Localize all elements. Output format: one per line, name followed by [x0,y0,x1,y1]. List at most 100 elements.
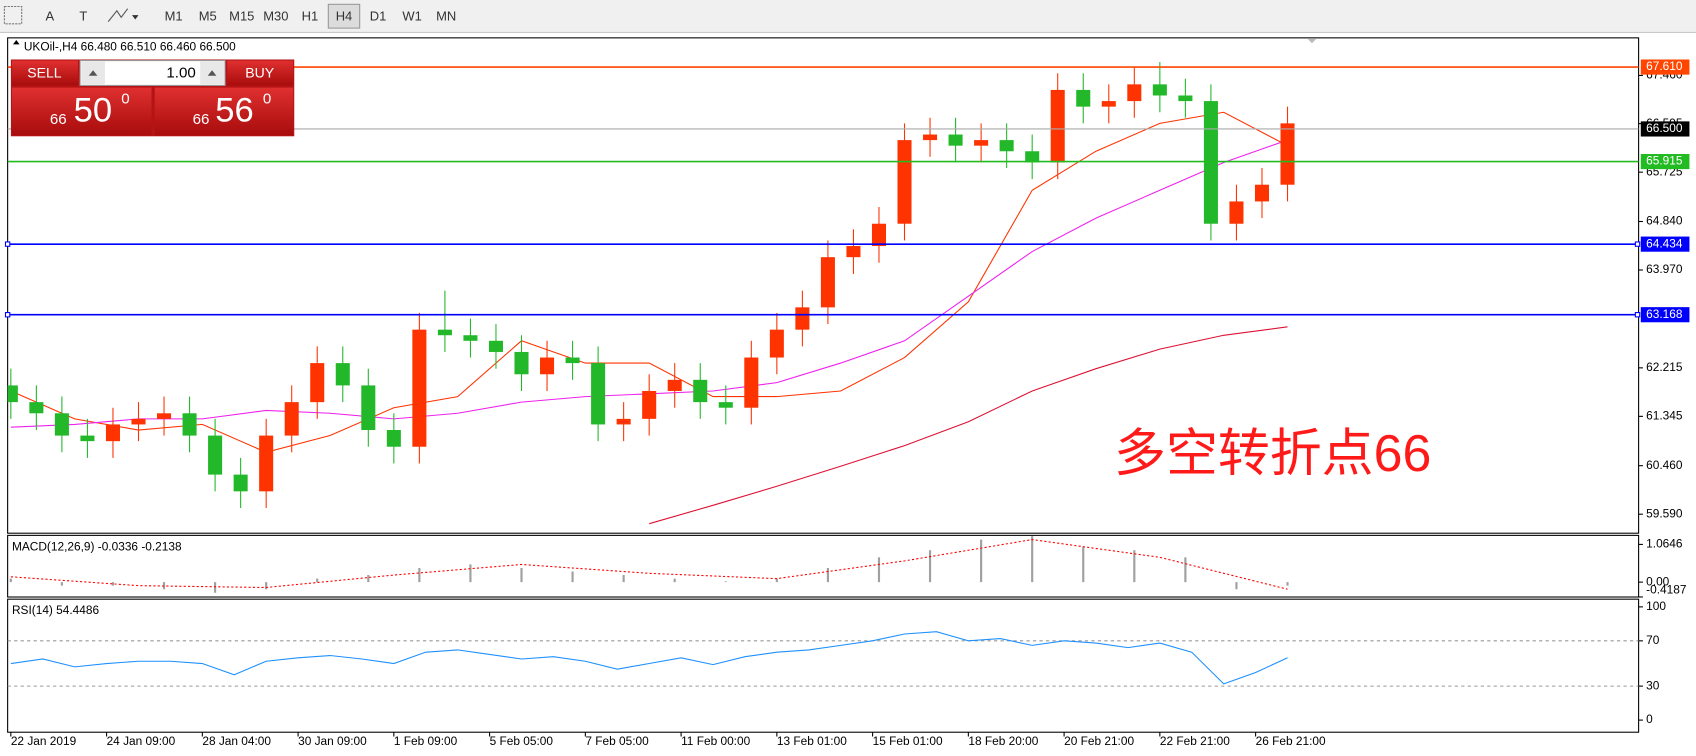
candle-body [54,413,69,436]
y-tick-label: 60.460 [1646,458,1683,472]
x-tick-label: 26 Feb 21:00 [1256,734,1326,748]
ask-button[interactable] [154,87,294,136]
bid-sup[interactable]: 0 [121,91,129,108]
timeframe-label[interactable]: M30 [263,9,288,24]
candle-body [412,329,427,447]
y-tick-label: 0.00 [1646,574,1670,588]
timeframe-label[interactable]: M5 [199,9,217,24]
timeframe-label[interactable]: D1 [370,9,387,24]
price-label: 63.168 [1646,307,1683,321]
candle-body [310,363,325,403]
price-label: 65.915 [1646,154,1683,168]
price-label: 67.610 [1646,59,1683,73]
buy-label[interactable]: BUY [245,64,275,80]
bid-big[interactable]: 66 [50,111,67,128]
candle-body [1127,84,1142,102]
x-tick-label: 1 Feb 09:00 [394,734,458,748]
candle-body [284,402,299,436]
label-tool[interactable]: T [79,9,87,24]
x-tick-label: 15 Feb 01:00 [873,734,943,748]
ask-main[interactable]: 56 [215,92,253,130]
y-tick-label: 59.590 [1646,506,1683,520]
y-tick-label: 62.215 [1646,360,1683,374]
y-tick-label: 61.345 [1646,408,1683,422]
bid-button[interactable] [11,87,152,136]
candle-body [233,474,248,492]
lot-value[interactable]: 1.00 [166,65,195,82]
x-tick-label: 30 Jan 09:00 [298,734,367,748]
level-handle [1634,312,1641,318]
timeframe-label[interactable]: M1 [165,9,183,24]
timeframe-label[interactable]: W1 [402,9,421,24]
dropdown-arrow[interactable] [132,15,139,20]
timeframe-label[interactable]: M15 [229,9,254,24]
text-tool[interactable]: A [45,9,54,24]
candle-body [1178,95,1193,102]
y-tick-label: 70 [1646,633,1660,647]
candle-body [744,357,759,408]
y-tick-label: -0.4187 [1646,583,1686,597]
x-tick-label: 22 Jan 2019 [11,734,77,748]
timeframe-label[interactable]: MN [436,9,456,24]
candle-body [795,307,810,330]
candle-body [1254,184,1270,202]
candle-body [208,435,223,475]
candle-body [1280,123,1295,185]
sell-button[interactable] [11,60,78,86]
candle-body [488,340,503,352]
candle-body [897,140,912,224]
y-tick-label: 30 [1646,678,1660,692]
candle-body [182,413,197,436]
rsi-title: RSI(14) 54.4486 [12,603,100,617]
ask-sup[interactable]: 0 [263,91,271,108]
price-label: 64.434 [1646,236,1683,250]
candle-body [540,357,555,375]
candle-body [923,134,938,141]
y-tick-label: 100 [1646,599,1666,613]
candle-body [1203,101,1218,224]
ask-big[interactable]: 66 [193,111,210,128]
x-tick-label: 7 Feb 05:00 [585,734,649,748]
x-tick-label: 13 Feb 01:00 [777,734,847,748]
candle-body [948,134,963,146]
trade-panel: SELL 1.00 BUY 66 50 0 66 56 0 [10,59,295,137]
candle-body [1076,89,1091,107]
candle-body [1152,84,1167,96]
timeframe-label[interactable]: H4 [336,9,353,24]
candle-body [386,430,401,447]
x-tick-label: 18 Feb 20:00 [968,734,1038,748]
candle-body [131,418,146,425]
buy-button[interactable] [227,60,294,86]
bid-main[interactable]: 50 [74,92,112,130]
toolbar [0,0,1696,33]
candle-body [769,329,784,358]
sell-label[interactable]: SELL [27,64,62,80]
candle-body [871,223,887,247]
price-label-bg [1640,236,1690,252]
timeframe-button[interactable] [327,3,361,29]
candle-body [718,402,733,408]
candle-body [999,140,1014,152]
rsi-line [10,631,1288,685]
candle-body [565,357,580,364]
timeframe-label[interactable]: H1 [302,9,319,24]
shapes-tool[interactable] [107,8,129,22]
y-tick-label: 64.840 [1646,214,1683,228]
price-label-bg [1640,153,1690,170]
candle-body [463,335,478,341]
chart-title: UKOil-,H4 66.480 66.510 66.460 66.500 [24,40,236,54]
x-tick-label: 24 Jan 09:00 [107,734,176,748]
candle-body [820,257,835,308]
candle-body [1101,101,1116,107]
price-label: 66.500 [1646,121,1683,135]
x-tick-label: 11 Feb 00:00 [681,734,750,748]
candle-body [591,363,606,425]
candle-body [29,402,44,414]
candle-body [259,435,274,492]
candle-body [157,413,172,419]
candle-body [514,351,529,375]
level-handle [4,312,11,318]
grid-icon[interactable] [3,5,23,25]
